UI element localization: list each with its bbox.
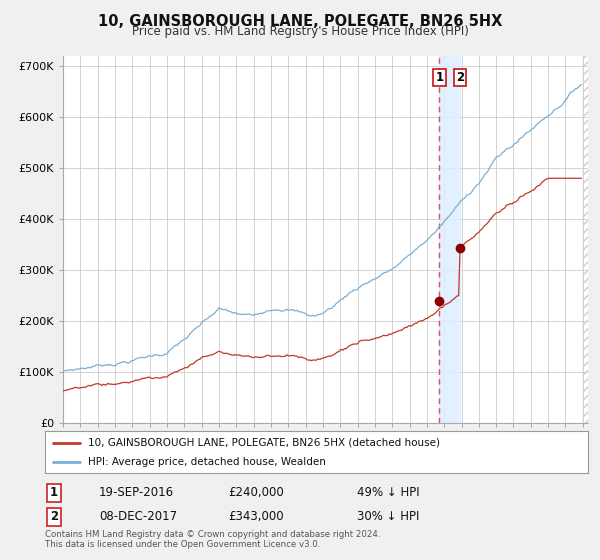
Text: This data is licensed under the Open Government Licence v3.0.: This data is licensed under the Open Gov… <box>45 540 320 549</box>
Text: £343,000: £343,000 <box>228 510 284 524</box>
Bar <box>439 56 460 423</box>
Text: 19-SEP-2016: 19-SEP-2016 <box>99 486 174 500</box>
Text: HPI: Average price, detached house, Wealden: HPI: Average price, detached house, Weal… <box>88 457 326 467</box>
Text: Price paid vs. HM Land Registry's House Price Index (HPI): Price paid vs. HM Land Registry's House … <box>131 25 469 38</box>
Text: 1: 1 <box>435 71 443 84</box>
Text: £240,000: £240,000 <box>228 486 284 500</box>
Text: 2: 2 <box>50 510 58 524</box>
Text: 30% ↓ HPI: 30% ↓ HPI <box>357 510 419 524</box>
Text: 1: 1 <box>50 486 58 500</box>
Text: 08-DEC-2017: 08-DEC-2017 <box>99 510 177 524</box>
Text: Contains HM Land Registry data © Crown copyright and database right 2024.: Contains HM Land Registry data © Crown c… <box>45 530 380 539</box>
Text: 10, GAINSBOROUGH LANE, POLEGATE, BN26 5HX: 10, GAINSBOROUGH LANE, POLEGATE, BN26 5H… <box>98 14 502 29</box>
Text: 2: 2 <box>456 71 464 84</box>
Text: 10, GAINSBOROUGH LANE, POLEGATE, BN26 5HX (detached house): 10, GAINSBOROUGH LANE, POLEGATE, BN26 5H… <box>88 437 440 447</box>
Text: 49% ↓ HPI: 49% ↓ HPI <box>357 486 419 500</box>
